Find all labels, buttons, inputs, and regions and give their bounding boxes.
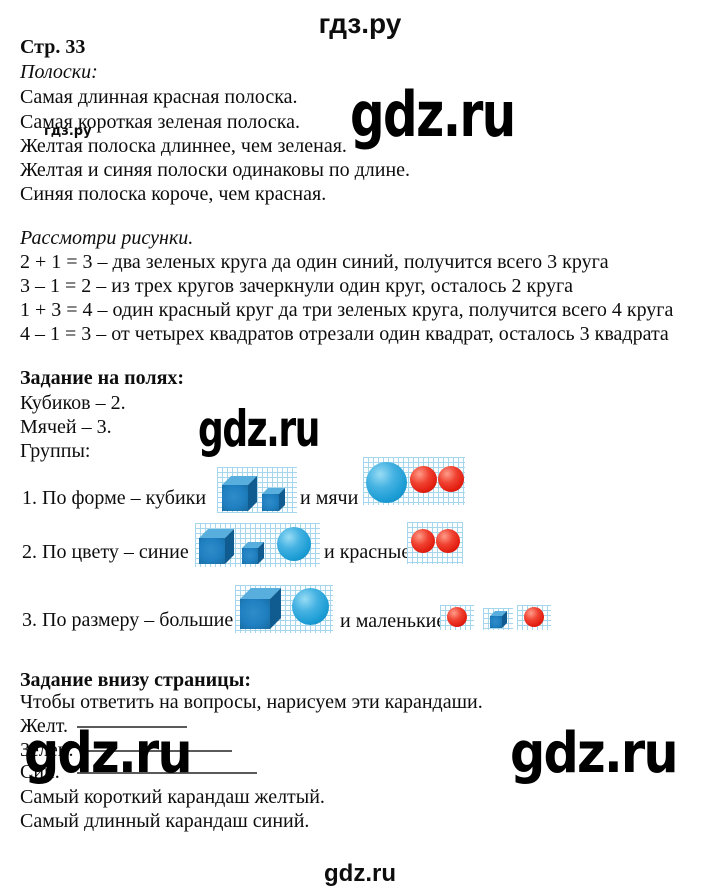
large-blue-cube [240, 588, 281, 629]
large-blue-ball [366, 462, 407, 503]
group-label: 3. По размеру – большие [22, 609, 234, 631]
strips-line: Желтая полоска длиннее, чем зеленая. [20, 135, 347, 157]
grid-image-balls [363, 457, 465, 505]
equation-line: 2 + 1 = 3 – два зеленых круга да один си… [20, 251, 609, 273]
grid-image-blue-shapes [195, 523, 320, 567]
pictures-heading: Рассмотри рисунки. [20, 227, 194, 249]
bottom-task-intro: Чтобы ответить на вопросы, нарисуем эти … [20, 691, 483, 713]
group-row-size: 3. По размеру – большие и маленькие [22, 583, 702, 650]
page-title: Стр. 33 [20, 36, 86, 58]
pencil-label-yellow: Желт. [20, 715, 68, 737]
cube-face [279, 488, 285, 511]
strips-heading: Полоски: [20, 61, 98, 83]
watermark-small: гдз.ру [44, 124, 92, 139]
group-label: 1. По форме – кубики [22, 487, 207, 509]
red-ball [436, 529, 460, 553]
red-ball [410, 466, 437, 493]
watermark-large: gdz.ru [510, 721, 679, 786]
cube-face [258, 542, 264, 564]
pencil-line-blue [77, 772, 257, 774]
watermark-large: gdz.ru [198, 400, 320, 458]
strips-line: Самая короткая зеленая полоска. [20, 111, 300, 133]
answer-line: Самый длинный карандаш синий. [20, 810, 310, 832]
small-blue-cube [490, 611, 507, 628]
site-logo-footer: gdz.ru [324, 860, 396, 887]
grid-image-cubes [217, 467, 297, 513]
strips-line: Синяя полоска короче, чем красная. [20, 183, 327, 205]
cube-face [199, 538, 225, 564]
group-conjunction: и красные [324, 541, 411, 563]
margins-task-heading: Задание на полях: [20, 367, 185, 389]
strips-line: Самая длинная красная полоска. [20, 86, 298, 108]
grid-image-small-cube [483, 608, 513, 630]
small-blue-cube [262, 488, 285, 511]
answer-line: Самый короткий карандаш желтый. [20, 786, 325, 808]
bottom-task-heading: Задание внизу страницы: [20, 669, 251, 691]
group-row-color: 2. По цвету – синие и красные [22, 520, 702, 570]
grid-image-small-red-ball [440, 605, 474, 630]
large-blue-ball [292, 588, 329, 625]
equation-line: 3 – 1 = 2 – из трех кругов зачеркнули од… [20, 275, 574, 297]
grid-image-small-red-ball [517, 605, 551, 630]
large-blue-cube [199, 529, 234, 564]
balls-count-line: Мячей – 3. [20, 416, 112, 438]
cubes-count-line: Кубиков – 2. [20, 392, 126, 414]
cube-face [222, 485, 248, 511]
red-ball [411, 529, 435, 553]
small-blue-cube [242, 542, 264, 564]
group-label: 2. По цвету – синие [22, 541, 189, 563]
pencil-line-yellow [77, 726, 187, 728]
pencil-label-blue: Син. [20, 761, 60, 783]
cube-face [240, 599, 270, 629]
site-logo-header[interactable]: гдз.ру [318, 8, 402, 39]
cube-face [262, 494, 279, 511]
strips-line: Желтая и синяя полоски одинаковы по длин… [20, 159, 411, 181]
large-blue-ball [277, 527, 311, 561]
red-ball [438, 466, 464, 492]
equation-line: 1 + 3 = 4 – один красный круг да три зел… [20, 299, 674, 321]
cube-face [490, 616, 502, 628]
cube-face [242, 548, 258, 564]
groups-label: Группы: [20, 440, 91, 462]
group-conjunction: и мячи [300, 487, 359, 509]
red-ball [447, 607, 467, 627]
watermark-large: gdz.ru [24, 721, 193, 786]
equation-line: 4 – 1 = 3 – от четырех квадратов отрезал… [20, 323, 669, 345]
cube-face [502, 611, 507, 628]
watermark-large: gdz.ru [350, 78, 516, 151]
group-conjunction: и маленькие [340, 610, 446, 632]
grid-image-red-balls [407, 522, 463, 564]
group-row-shape: 1. По форме – кубики и мячи [22, 455, 702, 517]
grid-image-big-shapes [235, 585, 333, 633]
large-blue-cube [222, 476, 257, 511]
pencil-label-green: Зелен. [20, 739, 74, 761]
pencil-line-green [80, 750, 232, 752]
red-ball [524, 607, 544, 627]
